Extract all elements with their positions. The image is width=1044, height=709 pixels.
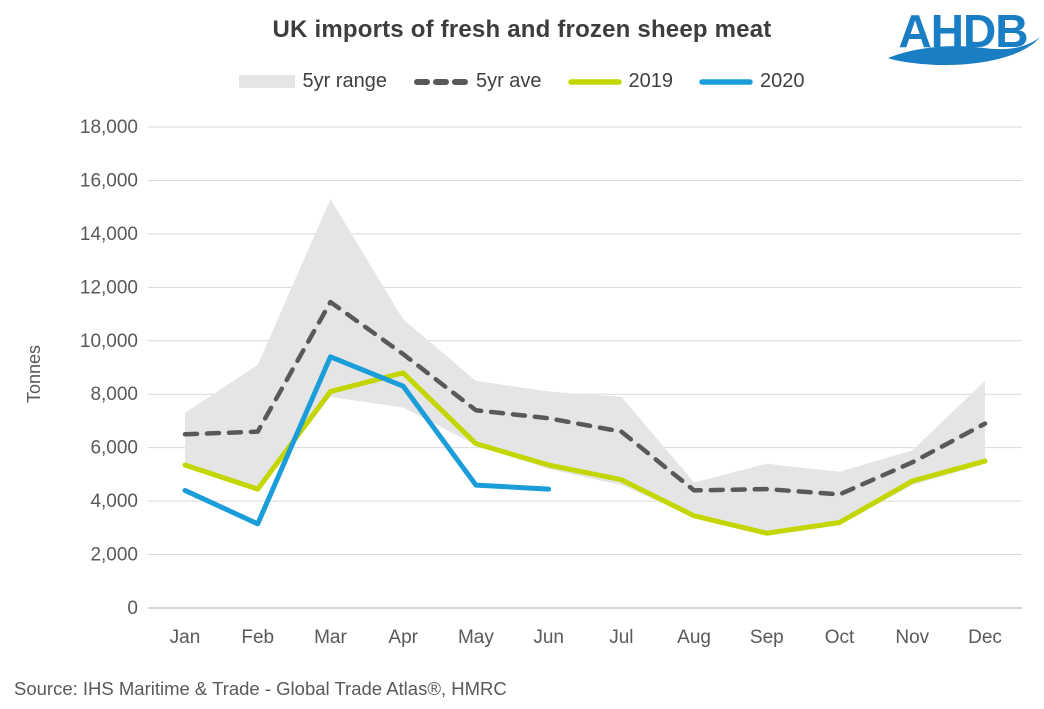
series-2019 — [182, 370, 988, 536]
y-tick-label: 16,000 — [80, 170, 138, 191]
y-tick-label: 4,000 — [90, 491, 138, 512]
line-swatch-icon — [699, 78, 753, 85]
x-tick-label: Apr — [388, 627, 418, 648]
series-5yr-ave — [182, 299, 988, 497]
x-tick-label: Dec — [968, 627, 1002, 648]
x-tick-label: Jun — [533, 627, 564, 648]
source-note: Source: IHS Maritime & Trade - Global Tr… — [14, 678, 507, 699]
y-tick-label: 10,000 — [80, 331, 138, 352]
y-axis-title: Tonnes — [24, 345, 44, 403]
legend-label: 5yr range — [302, 70, 387, 92]
y-tick-label: 6,000 — [90, 438, 138, 459]
x-tick-label: Oct — [825, 627, 855, 648]
legend-item-2019: 2019 — [567, 70, 674, 93]
legend-label: 2020 — [760, 70, 805, 92]
y-tick-label: 12,000 — [80, 277, 138, 298]
y-tick-label: 0 — [127, 598, 138, 619]
dashed-line-swatch-icon — [413, 78, 468, 85]
series-5yr-range — [185, 199, 985, 536]
legend-item-5yr-ave: 5yr ave — [413, 70, 542, 93]
x-tick-label: Nov — [895, 627, 929, 648]
series-2020 — [182, 354, 552, 527]
chart-title: UK imports of fresh and frozen sheep mea… — [272, 16, 772, 43]
x-tick-label: Aug — [677, 627, 711, 648]
ahdb-logo-wave — [888, 37, 1040, 66]
x-tick-label: Jan — [170, 627, 201, 648]
x-tick-label: Feb — [241, 627, 274, 648]
x-tick-label: May — [458, 627, 494, 648]
legend-item-5yr-range: 5yr range — [239, 70, 387, 93]
line-swatch-icon — [567, 78, 622, 85]
x-tick-label: Sep — [750, 627, 784, 648]
plot-area: 0 2,000 4,000 6,000 8,000 10,000 12,000 14,000 1… — [80, 117, 1022, 648]
legend-label: 2019 — [628, 70, 674, 92]
x-tick-label: Jul — [609, 627, 633, 648]
band-swatch-icon — [239, 75, 296, 88]
y-tick-label: 2,000 — [90, 545, 138, 566]
y-tick-label: 14,000 — [80, 224, 138, 245]
legend-label: 5yr ave — [475, 70, 542, 92]
y-tick-label: 8,000 — [90, 384, 138, 405]
y-tick-label: 18,000 — [80, 117, 138, 138]
ahdb-logo: AHDB — [888, 5, 1040, 66]
x-tick-label: Mar — [314, 627, 347, 648]
legend-item-2020: 2020 — [699, 70, 805, 93]
legend: 5yr range 5yr ave 2019 2020 — [0, 70, 1044, 93]
